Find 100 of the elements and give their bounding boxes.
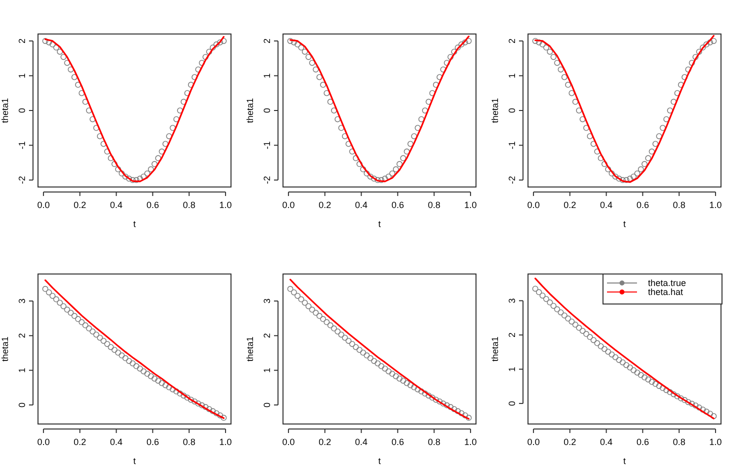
- point: [407, 382, 414, 388]
- point: [645, 155, 652, 162]
- point: [158, 380, 165, 386]
- point: [565, 82, 572, 88]
- point: [389, 370, 396, 377]
- point: [612, 174, 618, 180]
- x-tick-label: 0.0: [527, 200, 540, 210]
- point: [374, 360, 381, 366]
- x-tick-label: 0.0: [527, 437, 540, 447]
- point: [68, 310, 74, 316]
- point: [616, 176, 622, 182]
- point: [616, 356, 622, 363]
- point: [652, 140, 658, 147]
- point: [536, 39, 542, 46]
- y-axis-title: theta1: [490, 336, 500, 362]
- point: [346, 338, 352, 344]
- point: [634, 370, 640, 376]
- point: [688, 400, 695, 407]
- point: [448, 404, 454, 410]
- point: [700, 44, 706, 51]
- point: [532, 286, 538, 292]
- point: [360, 350, 366, 356]
- point: [298, 44, 304, 51]
- x-tick-label: 0.2: [74, 200, 86, 210]
- point: [309, 306, 316, 313]
- point: [330, 108, 337, 114]
- point: [601, 161, 608, 168]
- point: [155, 155, 162, 162]
- x-tick-label: 0.6: [636, 437, 649, 447]
- point: [700, 406, 706, 413]
- point: [170, 124, 176, 131]
- x-tick-label: 1.0: [464, 437, 477, 447]
- point: [217, 39, 224, 46]
- point: [580, 328, 586, 334]
- point: [126, 176, 132, 182]
- x-tick-label: 0.4: [355, 200, 368, 210]
- point: [561, 74, 568, 80]
- point: [667, 389, 674, 396]
- point: [414, 124, 421, 131]
- point: [444, 402, 450, 408]
- x-tick-label: 0.2: [318, 200, 332, 210]
- point: [210, 44, 216, 51]
- point: [454, 408, 461, 414]
- point: [432, 396, 439, 403]
- point: [378, 363, 384, 370]
- point: [386, 174, 392, 180]
- point: [608, 170, 615, 176]
- y-tick-label: -1: [262, 141, 272, 150]
- x-tick-label: 0.0: [37, 437, 50, 447]
- point: [162, 382, 168, 388]
- point: [696, 404, 702, 411]
- legend-label: theta.hat: [648, 287, 684, 297]
- point: [536, 289, 542, 296]
- y-tick-label: -1: [507, 141, 517, 150]
- y-axis-title: theta1: [0, 336, 10, 362]
- point: [213, 41, 220, 48]
- x-tick-label: 0.2: [318, 437, 332, 447]
- point: [302, 300, 308, 306]
- point: [586, 334, 593, 340]
- point: [561, 312, 568, 318]
- y-tick-label: 0: [507, 108, 517, 114]
- point: [162, 140, 168, 147]
- point: [663, 116, 670, 122]
- point: [202, 54, 209, 60]
- point: [436, 398, 443, 404]
- point: [392, 373, 399, 380]
- y-axis-title: theta1: [0, 98, 10, 124]
- point: [382, 366, 388, 372]
- point: [623, 362, 630, 368]
- point: [692, 54, 699, 60]
- point: [710, 413, 717, 420]
- point: [404, 380, 410, 386]
- point: [220, 414, 227, 421]
- x-tick-label: 0.8: [182, 437, 196, 447]
- point: [648, 148, 655, 155]
- point: [133, 177, 140, 184]
- point: [630, 367, 637, 374]
- point: [217, 412, 224, 418]
- point: [188, 396, 194, 403]
- point: [396, 161, 403, 168]
- point: [426, 98, 432, 105]
- point: [620, 177, 626, 184]
- point: [642, 161, 648, 168]
- point: [320, 82, 326, 88]
- point: [122, 174, 128, 180]
- point: [396, 376, 403, 382]
- point: [42, 38, 48, 44]
- point: [586, 133, 593, 140]
- point: [583, 330, 590, 337]
- point: [364, 170, 370, 176]
- point: [568, 318, 575, 325]
- point: [458, 410, 464, 416]
- point: [122, 355, 128, 362]
- y-axis-title: theta1: [245, 336, 255, 362]
- point: [601, 346, 608, 352]
- point: [660, 124, 666, 131]
- point: [334, 116, 341, 122]
- y-tick-label: 0: [262, 108, 272, 114]
- point: [210, 408, 216, 414]
- y-tick-label: 2: [262, 38, 272, 44]
